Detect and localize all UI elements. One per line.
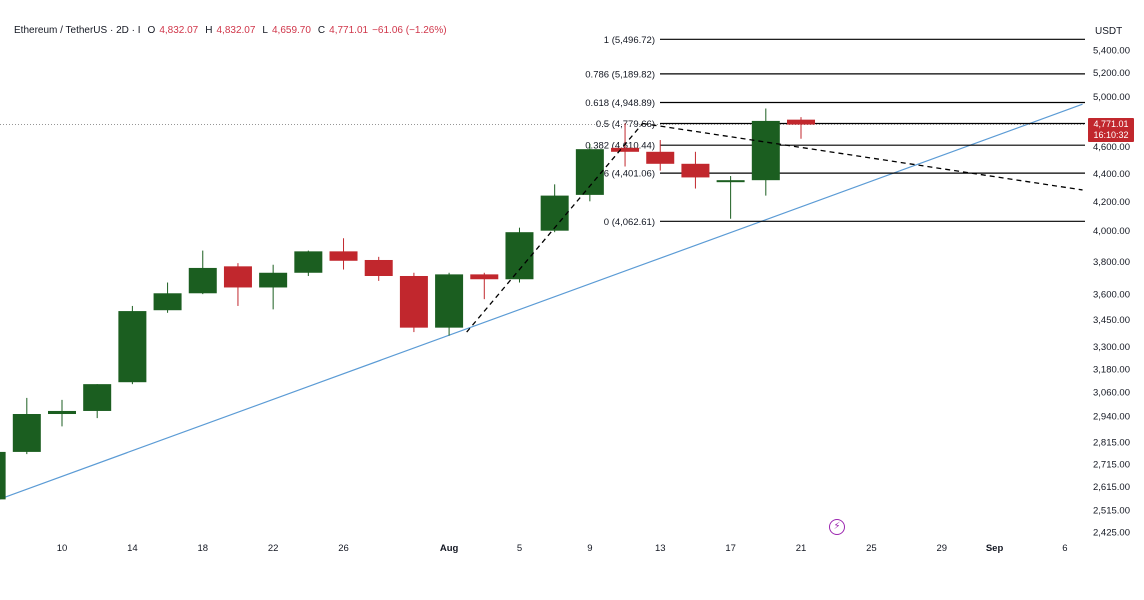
low-value: 4,659.70 bbox=[271, 25, 311, 36]
candle-body bbox=[399, 275, 428, 328]
fib-level-label: 0.382 (4,610.44) bbox=[585, 141, 655, 152]
high-value: 4,832.07 bbox=[216, 25, 256, 36]
close-label: C bbox=[317, 25, 326, 36]
x-tick-label: 13 bbox=[655, 543, 666, 554]
x-tick-label: Aug bbox=[440, 543, 459, 554]
candle-body bbox=[118, 311, 147, 383]
y-tick-label: 2,940.00 bbox=[1093, 412, 1130, 423]
y-tick-label: 2,815.00 bbox=[1093, 438, 1130, 449]
candle-body bbox=[364, 259, 393, 276]
y-tick-label: 3,180.00 bbox=[1093, 364, 1130, 375]
last-price-tag: 4,771.01 16:10:32 bbox=[1088, 118, 1134, 142]
y-tick-label: 4,400.00 bbox=[1093, 169, 1130, 180]
fib-level-label: 0.618 (4,948.89) bbox=[585, 98, 655, 109]
candle-body bbox=[259, 272, 288, 288]
x-tick-label: 26 bbox=[338, 543, 349, 554]
candle-body bbox=[611, 147, 640, 152]
x-tick-label: 5 bbox=[517, 543, 522, 554]
candle-body bbox=[646, 151, 675, 164]
candle-body bbox=[294, 251, 323, 273]
candle-body bbox=[681, 163, 710, 178]
candle-body bbox=[751, 120, 780, 181]
candle-body bbox=[716, 180, 745, 183]
lightning-icon[interactable]: ⚡︎ bbox=[829, 519, 845, 535]
y-tick-label: 3,450.00 bbox=[1093, 315, 1130, 326]
high-label: H bbox=[205, 25, 213, 36]
y-tick-label: 4,200.00 bbox=[1093, 197, 1130, 208]
close-value: 4,771.01 bbox=[329, 25, 369, 36]
x-tick-label: 29 bbox=[936, 543, 947, 554]
candle-body bbox=[575, 149, 604, 195]
y-tick-label: 5,000.00 bbox=[1093, 92, 1130, 103]
chart-legend: Ethereum / TetherUS · 2D · I O 4,832.07 H… bbox=[14, 24, 447, 38]
y-tick-label: 3,800.00 bbox=[1093, 257, 1130, 268]
x-tick-label: 17 bbox=[725, 543, 736, 554]
candle-body bbox=[48, 410, 76, 415]
x-tick-label: 25 bbox=[866, 543, 877, 554]
candle-body bbox=[153, 293, 182, 311]
x-tick-label: 10 bbox=[57, 543, 68, 554]
candle-body bbox=[188, 267, 217, 294]
change-value: −61.06 (−1.26%) bbox=[372, 25, 447, 36]
x-tick-label: 22 bbox=[268, 543, 279, 554]
candle-body bbox=[470, 274, 499, 280]
candle-body bbox=[540, 195, 569, 231]
fib-swing-line bbox=[466, 123, 644, 333]
x-tick-label: Sep bbox=[986, 543, 1004, 554]
y-tick-label: 3,600.00 bbox=[1093, 290, 1130, 301]
candle-body bbox=[329, 251, 358, 261]
retracement-line bbox=[642, 122, 1083, 191]
candle-body bbox=[12, 414, 41, 452]
x-tick-label: 18 bbox=[197, 543, 208, 554]
open-value: 4,832.07 bbox=[159, 25, 199, 36]
open-label: O bbox=[147, 25, 156, 36]
y-tick-label: 2,425.00 bbox=[1093, 528, 1130, 539]
x-tick-label: 6 bbox=[1062, 543, 1067, 554]
y-tick-label: 2,515.00 bbox=[1093, 506, 1130, 517]
y-tick-label: 5,400.00 bbox=[1093, 46, 1130, 57]
x-tick-label: 14 bbox=[127, 543, 138, 554]
x-tick-label: 21 bbox=[796, 543, 807, 554]
last-price-value: 4,771.01 bbox=[1093, 119, 1129, 129]
y-tick-label: 3,300.00 bbox=[1093, 342, 1130, 353]
fib-level-label: 0.236 (4,401.06) bbox=[585, 169, 655, 180]
y-tick-label: 4,000.00 bbox=[1093, 226, 1130, 237]
y-tick-label: 4,600.00 bbox=[1093, 142, 1130, 153]
candle-body bbox=[505, 232, 534, 280]
y-tick-label: 5,200.00 bbox=[1093, 68, 1130, 79]
candle-body bbox=[0, 451, 6, 500]
candle-body bbox=[787, 119, 815, 125]
fib-level-label: 1 (5,496.72) bbox=[604, 35, 655, 46]
y-tick-label: 2,615.00 bbox=[1093, 482, 1130, 493]
low-label: L bbox=[262, 25, 268, 36]
candle-body bbox=[223, 266, 252, 288]
bar-countdown: 16:10:32 bbox=[1093, 130, 1129, 140]
y-tick-label: 2,715.00 bbox=[1093, 459, 1130, 470]
y-tick-label: 3,060.00 bbox=[1093, 387, 1130, 398]
candle-body bbox=[435, 274, 464, 328]
candle-body bbox=[83, 384, 112, 411]
symbol-label[interactable]: Ethereum / TetherUS · 2D · I bbox=[14, 25, 141, 36]
currency-label[interactable]: USDT bbox=[1095, 26, 1123, 37]
fib-level-label: 0 (4,062.61) bbox=[604, 217, 655, 228]
fib-level-label: 0.786 (5,189.82) bbox=[585, 69, 655, 80]
x-tick-label: 9 bbox=[587, 543, 592, 554]
